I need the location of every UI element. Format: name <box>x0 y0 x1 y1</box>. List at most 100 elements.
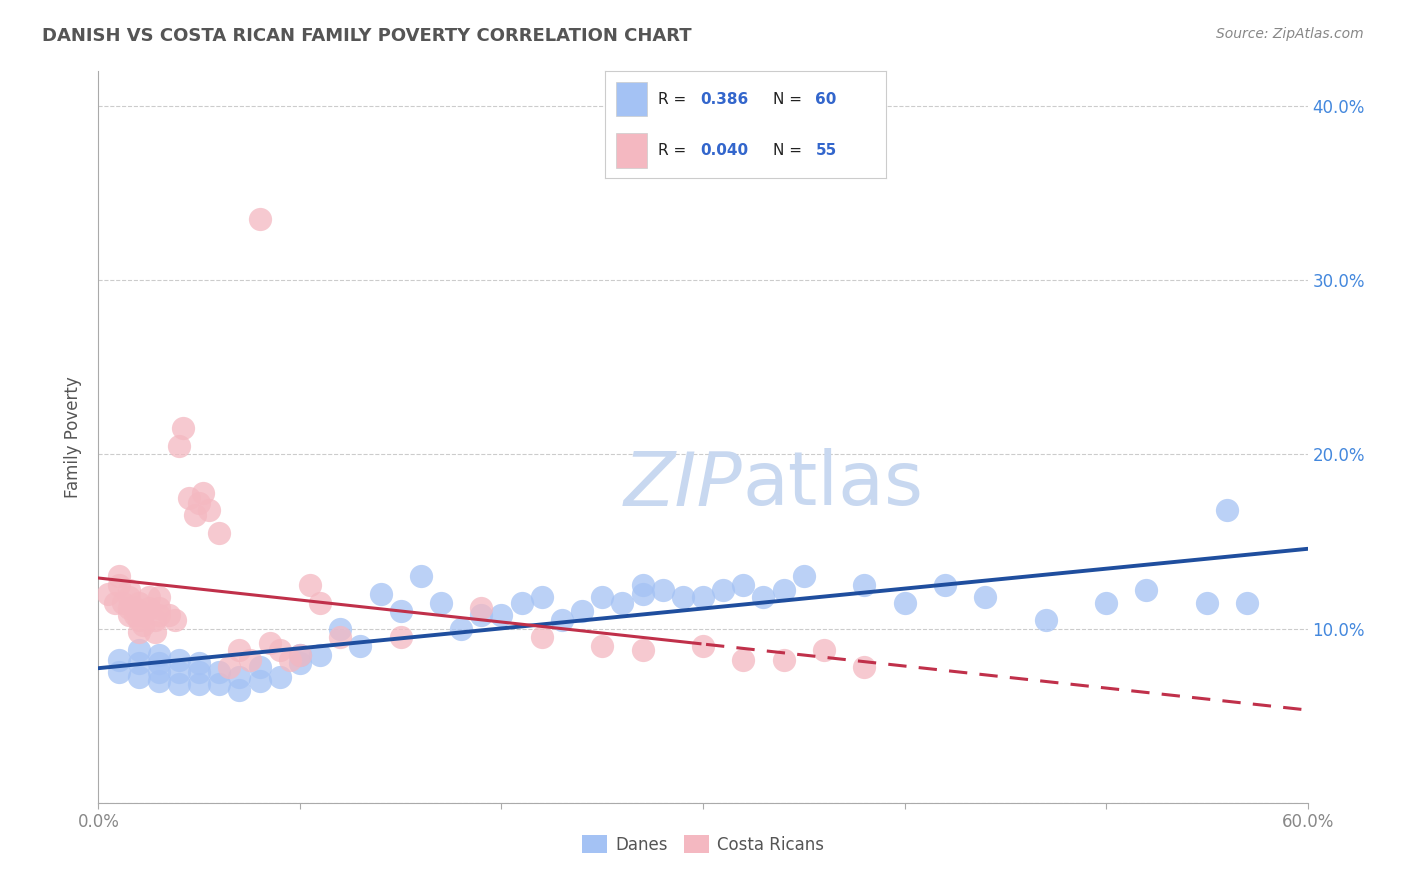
Point <box>118 583 141 598</box>
Point <box>853 660 876 674</box>
Text: 0.386: 0.386 <box>700 92 748 107</box>
Point <box>188 677 211 691</box>
Point <box>1095 595 1118 609</box>
Point <box>111 595 134 609</box>
Point <box>163 613 186 627</box>
Point <box>733 578 755 592</box>
Point <box>148 648 170 662</box>
Point <box>591 591 613 605</box>
Point <box>188 665 211 680</box>
Point <box>148 600 170 615</box>
Point <box>551 613 574 627</box>
Point <box>128 613 150 627</box>
Point <box>259 635 281 649</box>
Point <box>470 600 492 615</box>
Text: ZIP: ZIP <box>624 449 742 521</box>
Text: N =: N = <box>773 92 807 107</box>
Y-axis label: Family Poverty: Family Poverty <box>65 376 83 498</box>
Point <box>148 673 170 688</box>
Point <box>853 578 876 592</box>
Point <box>530 591 553 605</box>
Point <box>793 569 815 583</box>
Text: 0.040: 0.040 <box>700 143 748 158</box>
Point <box>934 578 956 592</box>
Point <box>228 670 250 684</box>
Point <box>128 625 150 640</box>
Point <box>132 607 155 622</box>
Text: N =: N = <box>773 143 807 158</box>
Point <box>269 670 291 684</box>
Point <box>128 670 150 684</box>
Point <box>128 657 150 671</box>
Point <box>188 657 211 671</box>
Point <box>329 631 352 645</box>
Point <box>430 595 453 609</box>
Point <box>124 600 146 615</box>
Point <box>118 591 141 605</box>
Point <box>249 212 271 227</box>
FancyBboxPatch shape <box>616 82 647 116</box>
Text: 60: 60 <box>815 92 837 107</box>
Point <box>218 660 240 674</box>
Point <box>491 607 513 622</box>
Point <box>672 591 695 605</box>
Point <box>148 665 170 680</box>
Point <box>349 639 371 653</box>
Point <box>143 625 166 640</box>
Point <box>571 604 593 618</box>
Point <box>132 618 155 632</box>
Point <box>193 485 215 500</box>
Point <box>772 653 794 667</box>
Point <box>692 591 714 605</box>
Point <box>309 648 332 662</box>
Text: atlas: atlas <box>742 449 924 521</box>
Point <box>208 677 231 691</box>
Point <box>107 665 129 680</box>
Point <box>813 642 835 657</box>
Point <box>118 600 141 615</box>
Text: Source: ZipAtlas.com: Source: ZipAtlas.com <box>1216 27 1364 41</box>
Point <box>692 639 714 653</box>
Point <box>631 587 654 601</box>
Point <box>188 496 211 510</box>
Point <box>128 642 150 657</box>
Point <box>470 607 492 622</box>
Point <box>510 595 533 609</box>
Point <box>167 665 190 680</box>
Point <box>107 569 129 583</box>
Point <box>591 639 613 653</box>
Point <box>208 525 231 540</box>
Point <box>118 607 141 622</box>
Text: R =: R = <box>658 143 692 158</box>
Point <box>179 491 201 505</box>
Point <box>103 595 125 609</box>
Point <box>389 631 412 645</box>
Text: 55: 55 <box>815 143 837 158</box>
Point <box>172 421 194 435</box>
Point <box>138 591 160 605</box>
Text: DANISH VS COSTA RICAN FAMILY POVERTY CORRELATION CHART: DANISH VS COSTA RICAN FAMILY POVERTY COR… <box>42 27 692 45</box>
Point <box>249 673 271 688</box>
Point <box>124 607 146 622</box>
Point <box>1236 595 1258 609</box>
Point <box>198 503 221 517</box>
Point <box>228 682 250 697</box>
Point <box>974 591 997 605</box>
Point <box>288 648 311 662</box>
Point <box>631 642 654 657</box>
Point <box>631 578 654 592</box>
Point <box>711 583 734 598</box>
Point <box>1135 583 1157 598</box>
Point <box>893 595 915 609</box>
Point <box>107 653 129 667</box>
Point <box>288 657 311 671</box>
Point <box>167 439 190 453</box>
FancyBboxPatch shape <box>616 134 647 168</box>
Point <box>143 613 166 627</box>
Point <box>651 583 673 598</box>
Point <box>450 622 472 636</box>
Point <box>370 587 392 601</box>
Point <box>1035 613 1057 627</box>
Point <box>128 604 150 618</box>
Point <box>772 583 794 598</box>
